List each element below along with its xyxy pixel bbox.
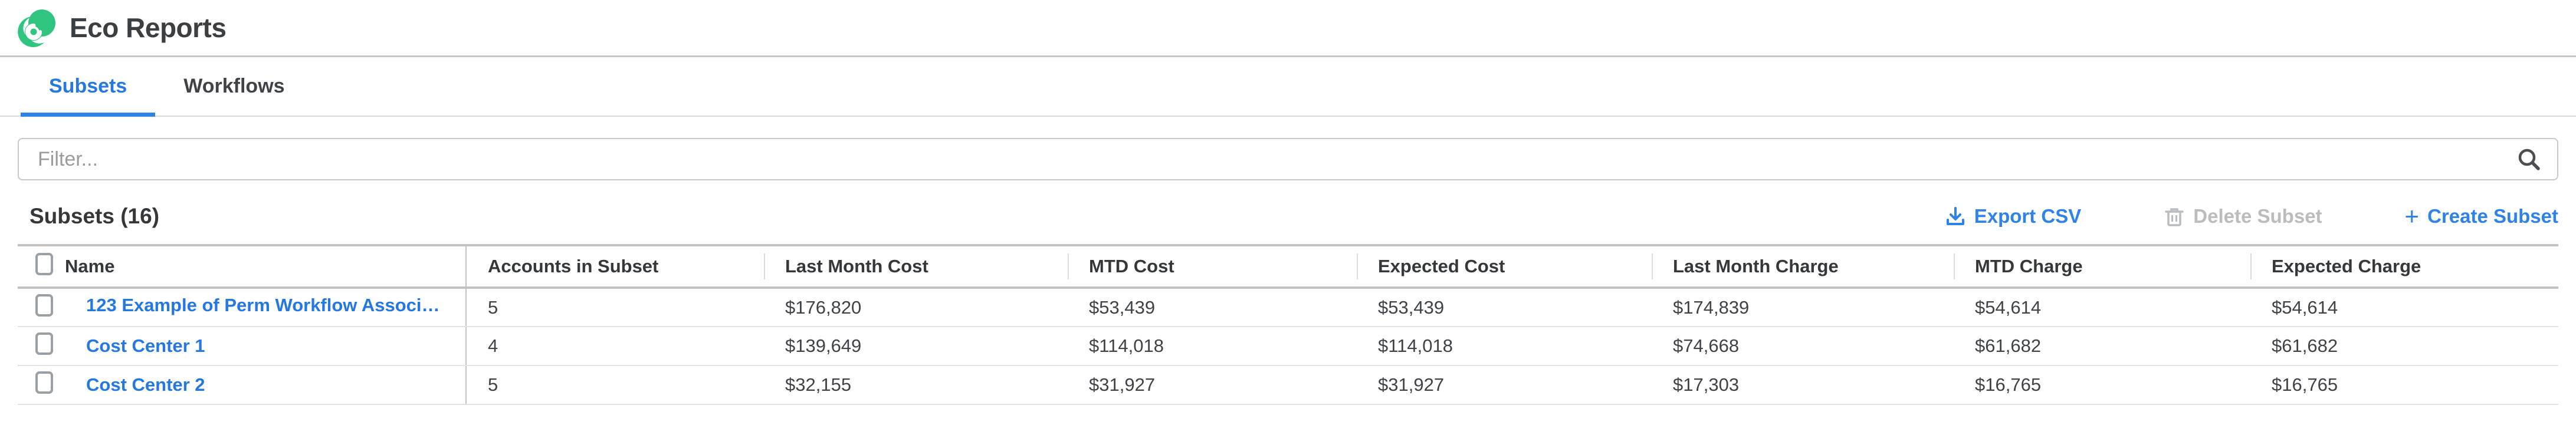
cell-last-month-cost: $32,155 bbox=[764, 365, 1068, 405]
create-subset-button[interactable]: + Create Subset bbox=[2405, 204, 2558, 229]
download-icon bbox=[1946, 207, 1964, 225]
cell-last-month-charge: $17,303 bbox=[1652, 365, 1954, 405]
cell-expected-charge: $54,614 bbox=[2250, 288, 2558, 327]
tabbar: Subsets Workflows bbox=[0, 57, 2576, 117]
cell-last-month-cost: $139,649 bbox=[764, 327, 1068, 366]
table-row[interactable]: 123 Example of Perm Workflow Association… bbox=[18, 288, 2558, 327]
column-header-name[interactable]: Name bbox=[65, 245, 467, 289]
search-icon[interactable] bbox=[2516, 146, 2542, 172]
column-header-accounts-in-subset[interactable]: Accounts in Subset bbox=[466, 245, 764, 289]
subsets-count-title: Subsets (16) bbox=[29, 204, 160, 228]
table-row[interactable]: Cost Center 1 4 $139,649 $114,018 $114,0… bbox=[18, 327, 2558, 366]
plus-icon: + bbox=[2404, 202, 2420, 230]
eco-reports-logo-icon bbox=[18, 9, 55, 47]
row-checkbox[interactable] bbox=[35, 294, 53, 317]
subset-name-link[interactable]: 123 Example of Perm Workflow Association bbox=[86, 294, 442, 315]
cell-accounts: 5 bbox=[466, 288, 764, 327]
trash-icon bbox=[2165, 208, 2184, 226]
row-checkbox[interactable] bbox=[35, 371, 53, 394]
column-header-last-month-charge[interactable]: Last Month Charge bbox=[1652, 245, 1954, 289]
cell-mtd-cost: $114,018 bbox=[1068, 327, 1357, 366]
delete-subset-label: Delete Subset bbox=[2193, 205, 2322, 227]
toolbar-actions: Export CSV Delete Subset + Create Subset bbox=[1945, 204, 2558, 229]
page-title: Eco Reports bbox=[70, 12, 227, 43]
export-csv-label: Export CSV bbox=[1974, 205, 2082, 227]
cell-expected-cost: $114,018 bbox=[1357, 327, 1652, 366]
table-header-row: Name Accounts in Subset Last Month Cost … bbox=[18, 245, 2558, 289]
subset-name-link[interactable]: Cost Center 2 bbox=[86, 374, 205, 395]
subsets-table-container: Name Accounts in Subset Last Month Cost … bbox=[18, 244, 2558, 405]
export-csv-button[interactable]: Export CSV bbox=[1945, 205, 2082, 228]
row-checkbox[interactable] bbox=[35, 332, 53, 355]
cell-mtd-cost: $53,439 bbox=[1068, 288, 1357, 327]
tab-workflows[interactable]: Workflows bbox=[183, 75, 285, 97]
cell-accounts: 4 bbox=[466, 327, 764, 366]
select-all-checkbox[interactable] bbox=[35, 253, 53, 275]
column-header-expected-cost[interactable]: Expected Cost bbox=[1357, 245, 1652, 289]
column-header-last-month-cost[interactable]: Last Month Cost bbox=[764, 245, 1068, 289]
cell-last-month-charge: $174,839 bbox=[1652, 288, 1954, 327]
column-header-mtd-cost[interactable]: MTD Cost bbox=[1068, 245, 1357, 289]
table-row[interactable]: Cost Center 2 5 $32,155 $31,927 $31,927 … bbox=[18, 365, 2558, 405]
cell-mtd-cost: $31,927 bbox=[1068, 365, 1357, 405]
cell-expected-cost: $53,439 bbox=[1357, 288, 1652, 327]
column-header-mtd-charge[interactable]: MTD Charge bbox=[1954, 245, 2250, 289]
cell-accounts: 5 bbox=[466, 365, 764, 405]
filter-input[interactable] bbox=[18, 138, 2558, 180]
create-subset-label: Create Subset bbox=[2427, 205, 2558, 227]
subsets-table: Name Accounts in Subset Last Month Cost … bbox=[18, 244, 2558, 405]
cell-expected-charge: $61,682 bbox=[2250, 327, 2558, 366]
cell-last-month-cost: $176,820 bbox=[764, 288, 1068, 327]
cell-mtd-charge: $54,614 bbox=[1954, 288, 2250, 327]
cell-last-month-charge: $74,668 bbox=[1652, 327, 1954, 366]
subsets-toolbar: Subsets (16) Export CSV Delete Subset + … bbox=[18, 204, 2558, 229]
tab-subsets[interactable]: Subsets bbox=[21, 57, 156, 117]
cell-expected-charge: $16,765 bbox=[2250, 365, 2558, 405]
cell-mtd-charge: $16,765 bbox=[1954, 365, 2250, 405]
subset-name-link[interactable]: Cost Center 1 bbox=[86, 335, 205, 356]
filter-container bbox=[18, 138, 2558, 180]
delete-subset-button[interactable]: Delete Subset bbox=[2164, 205, 2322, 228]
cell-expected-cost: $31,927 bbox=[1357, 365, 1652, 405]
app-header: Eco Reports bbox=[0, 0, 2576, 57]
cell-mtd-charge: $61,682 bbox=[1954, 327, 2250, 366]
column-header-expected-charge[interactable]: Expected Charge bbox=[2250, 245, 2558, 289]
